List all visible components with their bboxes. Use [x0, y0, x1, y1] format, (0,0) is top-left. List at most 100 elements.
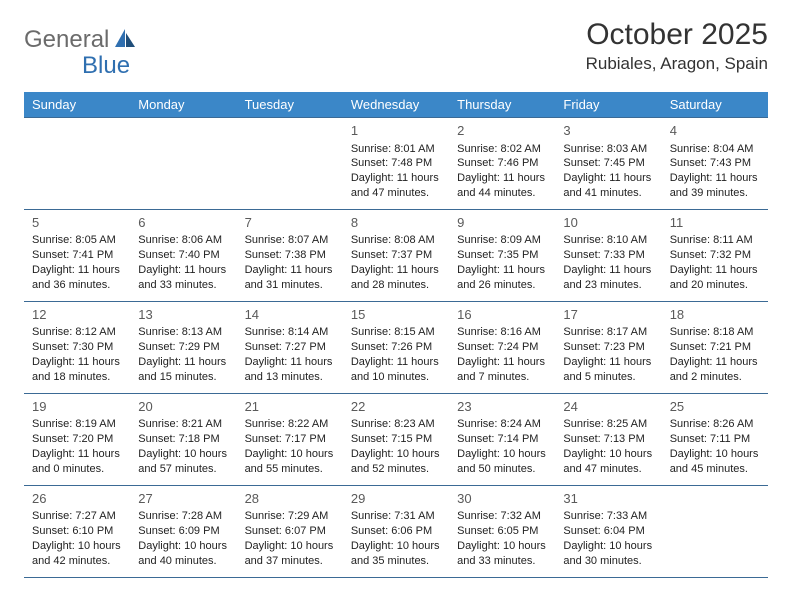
sunset-line: Sunset: 7:30 PM — [32, 340, 122, 355]
sunrise-line: Sunrise: 8:19 AM — [32, 417, 122, 432]
calendar-day-cell: 3Sunrise: 8:03 AMSunset: 7:45 PMDaylight… — [555, 118, 661, 210]
day-number: 1 — [351, 122, 441, 140]
month-title: October 2025 — [586, 18, 768, 52]
sunrise-line: Sunrise: 7:33 AM — [563, 509, 653, 524]
day-number: 10 — [563, 214, 653, 232]
day-header: Wednesday — [343, 92, 449, 118]
daylight-line: Daylight: 11 hours and 2 minutes. — [670, 355, 760, 385]
sunrise-line: Sunrise: 8:14 AM — [245, 325, 335, 340]
calendar-table: Sunday Monday Tuesday Wednesday Thursday… — [24, 92, 768, 578]
sunset-line: Sunset: 7:27 PM — [245, 340, 335, 355]
daylight-line: Daylight: 11 hours and 39 minutes. — [670, 171, 760, 201]
daylight-line: Daylight: 10 hours and 33 minutes. — [457, 539, 547, 569]
calendar-day-cell: 29Sunrise: 7:31 AMSunset: 6:06 PMDayligh… — [343, 485, 449, 577]
calendar-day-cell: 12Sunrise: 8:12 AMSunset: 7:30 PMDayligh… — [24, 301, 130, 393]
calendar-day-cell: 27Sunrise: 7:28 AMSunset: 6:09 PMDayligh… — [130, 485, 236, 577]
day-number: 21 — [245, 398, 335, 416]
calendar-day-cell: 19Sunrise: 8:19 AMSunset: 7:20 PMDayligh… — [24, 393, 130, 485]
calendar-day-cell: 21Sunrise: 8:22 AMSunset: 7:17 PMDayligh… — [237, 393, 343, 485]
daylight-line: Daylight: 11 hours and 15 minutes. — [138, 355, 228, 385]
calendar-day-cell: 23Sunrise: 8:24 AMSunset: 7:14 PMDayligh… — [449, 393, 555, 485]
day-number: 16 — [457, 306, 547, 324]
sunset-line: Sunset: 7:40 PM — [138, 248, 228, 263]
daylight-line: Daylight: 10 hours and 50 minutes. — [457, 447, 547, 477]
sunset-line: Sunset: 7:29 PM — [138, 340, 228, 355]
sunrise-line: Sunrise: 8:03 AM — [563, 142, 653, 157]
day-number: 6 — [138, 214, 228, 232]
day-number: 18 — [670, 306, 760, 324]
logo-sail-icon — [113, 27, 137, 54]
day-header: Saturday — [662, 92, 768, 118]
calendar-day-cell: 13Sunrise: 8:13 AMSunset: 7:29 PMDayligh… — [130, 301, 236, 393]
sunrise-line: Sunrise: 8:16 AM — [457, 325, 547, 340]
calendar-day-cell: 20Sunrise: 8:21 AMSunset: 7:18 PMDayligh… — [130, 393, 236, 485]
daylight-line: Daylight: 10 hours and 35 minutes. — [351, 539, 441, 569]
calendar-day-cell: 5Sunrise: 8:05 AMSunset: 7:41 PMDaylight… — [24, 209, 130, 301]
calendar-day-cell: 15Sunrise: 8:15 AMSunset: 7:26 PMDayligh… — [343, 301, 449, 393]
calendar-day-cell: 26Sunrise: 7:27 AMSunset: 6:10 PMDayligh… — [24, 485, 130, 577]
day-number: 30 — [457, 490, 547, 508]
sunrise-line: Sunrise: 8:02 AM — [457, 142, 547, 157]
daylight-line: Daylight: 11 hours and 0 minutes. — [32, 447, 122, 477]
sunset-line: Sunset: 7:46 PM — [457, 156, 547, 171]
sunset-line: Sunset: 7:18 PM — [138, 432, 228, 447]
sunset-line: Sunset: 7:15 PM — [351, 432, 441, 447]
daylight-line: Daylight: 11 hours and 13 minutes. — [245, 355, 335, 385]
daylight-line: Daylight: 11 hours and 23 minutes. — [563, 263, 653, 293]
sunrise-line: Sunrise: 8:22 AM — [245, 417, 335, 432]
day-header: Friday — [555, 92, 661, 118]
sunset-line: Sunset: 7:41 PM — [32, 248, 122, 263]
logo: General — [24, 18, 139, 54]
day-number: 9 — [457, 214, 547, 232]
calendar-day-cell: 2Sunrise: 8:02 AMSunset: 7:46 PMDaylight… — [449, 118, 555, 210]
day-number: 20 — [138, 398, 228, 416]
sunset-line: Sunset: 7:32 PM — [670, 248, 760, 263]
sunrise-line: Sunrise: 8:23 AM — [351, 417, 441, 432]
sunrise-line: Sunrise: 8:10 AM — [563, 233, 653, 248]
daylight-line: Daylight: 10 hours and 57 minutes. — [138, 447, 228, 477]
calendar-day-cell: 31Sunrise: 7:33 AMSunset: 6:04 PMDayligh… — [555, 485, 661, 577]
daylight-line: Daylight: 10 hours and 30 minutes. — [563, 539, 653, 569]
calendar-day-cell: 11Sunrise: 8:11 AMSunset: 7:32 PMDayligh… — [662, 209, 768, 301]
sunset-line: Sunset: 7:35 PM — [457, 248, 547, 263]
calendar-week-row: 12Sunrise: 8:12 AMSunset: 7:30 PMDayligh… — [24, 301, 768, 393]
day-header: Sunday — [24, 92, 130, 118]
calendar-day-cell: 28Sunrise: 7:29 AMSunset: 6:07 PMDayligh… — [237, 485, 343, 577]
sunset-line: Sunset: 6:09 PM — [138, 524, 228, 539]
day-number: 19 — [32, 398, 122, 416]
day-number: 14 — [245, 306, 335, 324]
sunset-line: Sunset: 7:17 PM — [245, 432, 335, 447]
day-header-row: Sunday Monday Tuesday Wednesday Thursday… — [24, 92, 768, 118]
daylight-line: Daylight: 11 hours and 28 minutes. — [351, 263, 441, 293]
calendar-day-cell — [237, 118, 343, 210]
calendar-day-cell: 7Sunrise: 8:07 AMSunset: 7:38 PMDaylight… — [237, 209, 343, 301]
day-number: 22 — [351, 398, 441, 416]
calendar-day-cell: 16Sunrise: 8:16 AMSunset: 7:24 PMDayligh… — [449, 301, 555, 393]
calendar-day-cell — [130, 118, 236, 210]
day-header: Monday — [130, 92, 236, 118]
sunset-line: Sunset: 7:24 PM — [457, 340, 547, 355]
sunrise-line: Sunrise: 7:29 AM — [245, 509, 335, 524]
sunrise-line: Sunrise: 8:07 AM — [245, 233, 335, 248]
calendar-day-cell: 25Sunrise: 8:26 AMSunset: 7:11 PMDayligh… — [662, 393, 768, 485]
sunset-line: Sunset: 7:38 PM — [245, 248, 335, 263]
daylight-line: Daylight: 11 hours and 47 minutes. — [351, 171, 441, 201]
sunset-line: Sunset: 7:14 PM — [457, 432, 547, 447]
calendar-day-cell: 22Sunrise: 8:23 AMSunset: 7:15 PMDayligh… — [343, 393, 449, 485]
day-number: 4 — [670, 122, 760, 140]
calendar-day-cell: 4Sunrise: 8:04 AMSunset: 7:43 PMDaylight… — [662, 118, 768, 210]
calendar-day-cell: 8Sunrise: 8:08 AMSunset: 7:37 PMDaylight… — [343, 209, 449, 301]
day-number: 28 — [245, 490, 335, 508]
sunset-line: Sunset: 7:45 PM — [563, 156, 653, 171]
sunset-line: Sunset: 7:43 PM — [670, 156, 760, 171]
calendar-day-cell: 24Sunrise: 8:25 AMSunset: 7:13 PMDayligh… — [555, 393, 661, 485]
sunrise-line: Sunrise: 8:21 AM — [138, 417, 228, 432]
sunrise-line: Sunrise: 8:01 AM — [351, 142, 441, 157]
sunset-line: Sunset: 7:23 PM — [563, 340, 653, 355]
day-header: Thursday — [449, 92, 555, 118]
sunset-line: Sunset: 6:06 PM — [351, 524, 441, 539]
sunrise-line: Sunrise: 8:11 AM — [670, 233, 760, 248]
daylight-line: Daylight: 10 hours and 45 minutes. — [670, 447, 760, 477]
day-number: 15 — [351, 306, 441, 324]
daylight-line: Daylight: 11 hours and 44 minutes. — [457, 171, 547, 201]
